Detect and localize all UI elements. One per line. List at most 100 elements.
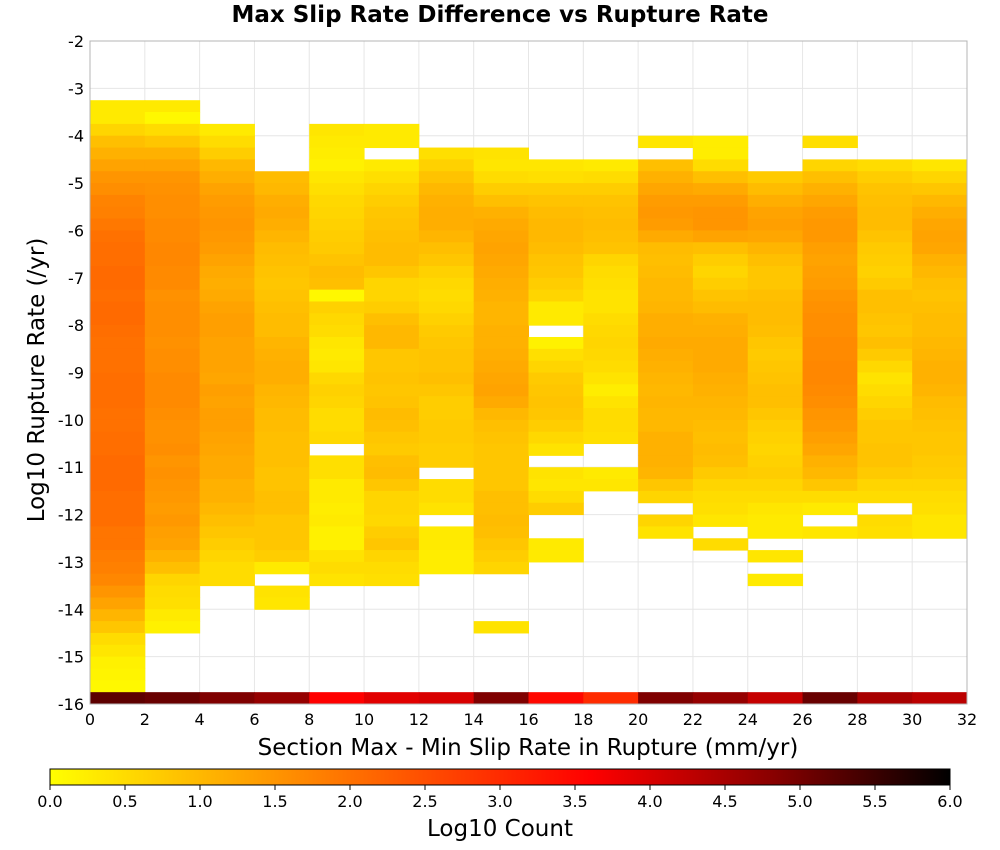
heatmap-cell (254, 301, 310, 314)
heatmap-cell (473, 301, 529, 314)
heatmap-cell (418, 408, 475, 421)
heatmap-cell (309, 526, 365, 539)
heatmap-cell (638, 301, 694, 314)
heatmap-cell (418, 538, 475, 551)
heatmap-cell (638, 218, 694, 231)
heatmap-cell (692, 455, 749, 468)
heatmap-cell (528, 538, 584, 551)
heatmap-cell (583, 254, 639, 267)
heatmap-cell (309, 194, 365, 208)
heatmap-cell (309, 135, 365, 149)
heatmap-cell (309, 408, 365, 421)
heatmap-cell (747, 301, 804, 314)
heatmap-cell (364, 254, 420, 267)
heatmap-cell (309, 123, 365, 137)
y-axis-label: Log10 Rupture Rate (/yr) (24, 238, 50, 523)
heatmap-cell (199, 289, 255, 302)
heatmap-cell (199, 135, 255, 149)
heatmap-cell (857, 467, 913, 480)
heatmap-cell (912, 455, 968, 468)
heatmap-cell (254, 561, 310, 575)
heatmap-cell (802, 526, 858, 539)
heatmap-cell (199, 384, 255, 397)
heatmap-cell (638, 325, 694, 338)
heatmap-cell (364, 573, 420, 587)
heatmap-cell (364, 490, 420, 504)
heatmap-cell (528, 431, 584, 445)
heatmap-cell (144, 514, 201, 527)
heatmap-cell (199, 336, 255, 350)
heatmap-cell (473, 348, 529, 362)
heatmap-cell (90, 597, 146, 610)
heatmap-cell (912, 408, 968, 421)
heatmap-cell (857, 277, 913, 291)
heatmap-cell (912, 218, 968, 231)
heatmap-cell (857, 514, 913, 527)
heatmap-cell (144, 408, 201, 421)
heatmap-cell (418, 561, 475, 575)
colorbar-tick-label: 5.0 (787, 792, 812, 811)
heatmap-cell (364, 218, 420, 231)
heatmap-cell-bottom (418, 692, 475, 704)
x-tick-label: 6 (249, 710, 259, 729)
heatmap-cell (802, 443, 858, 456)
heatmap-cell (254, 183, 310, 196)
heatmap-cell (144, 502, 201, 516)
heatmap-cell (199, 301, 255, 314)
heatmap-cell (364, 277, 420, 291)
heatmap-cell-bottom (857, 692, 913, 704)
heatmap-cell (199, 372, 255, 385)
heatmap-cell (857, 443, 913, 456)
heatmap-cell (90, 455, 146, 468)
heatmap-cell (364, 135, 420, 149)
heatmap-cell (144, 183, 201, 196)
heatmap-cell (528, 301, 584, 314)
heatmap-cell (912, 526, 968, 539)
heatmap-cell (802, 313, 858, 326)
heatmap-cell-bottom (528, 692, 584, 704)
heatmap-cell (254, 206, 310, 220)
y-tick-label: -16 (58, 695, 84, 714)
x-tick-label: 26 (792, 710, 812, 729)
heatmap-cell (747, 419, 804, 433)
heatmap-cell (692, 313, 749, 326)
heatmap-cell (692, 408, 749, 421)
heatmap-cell (692, 230, 749, 243)
heatmap-cell (418, 490, 475, 504)
heatmap-cell (144, 384, 201, 397)
heatmap-cell (638, 514, 694, 527)
heatmap-cell-bottom (309, 692, 365, 704)
heatmap-cell (144, 100, 201, 113)
heatmap-cell (364, 325, 420, 338)
heatmap-cell (747, 183, 804, 196)
heatmap-cell (583, 419, 639, 433)
heatmap-cell (747, 526, 804, 539)
heatmap-cell (473, 183, 529, 196)
heatmap-cell-bottom (90, 692, 146, 704)
heatmap-cell (528, 183, 584, 196)
heatmap-cell (144, 526, 201, 539)
heatmap-cell (418, 526, 475, 539)
heatmap-cell (309, 183, 365, 196)
heatmap-cell (144, 171, 201, 184)
heatmap-cell (144, 230, 201, 243)
heatmap-cell (254, 171, 310, 184)
chart-title: Max Slip Rate Difference vs Rupture Rate (231, 2, 768, 28)
heatmap-cell (90, 573, 146, 587)
heatmap-cell (418, 206, 475, 220)
heatmap-cell (857, 230, 913, 243)
heatmap-cell (747, 573, 804, 587)
heatmap-cell (692, 301, 749, 314)
heatmap-cell (638, 396, 694, 409)
heatmap-cell (692, 348, 749, 362)
heatmap-cell (364, 123, 420, 137)
heatmap-cell (912, 336, 968, 350)
heatmap-cell (418, 230, 475, 243)
heatmap-cell (199, 242, 255, 255)
x-tick-label: 18 (573, 710, 593, 729)
heatmap-cell (254, 585, 310, 598)
heatmap-cell (254, 194, 310, 208)
heatmap-cell (364, 313, 420, 326)
y-tick-label: -8 (68, 316, 84, 335)
heatmap-cell-bottom (638, 692, 694, 704)
